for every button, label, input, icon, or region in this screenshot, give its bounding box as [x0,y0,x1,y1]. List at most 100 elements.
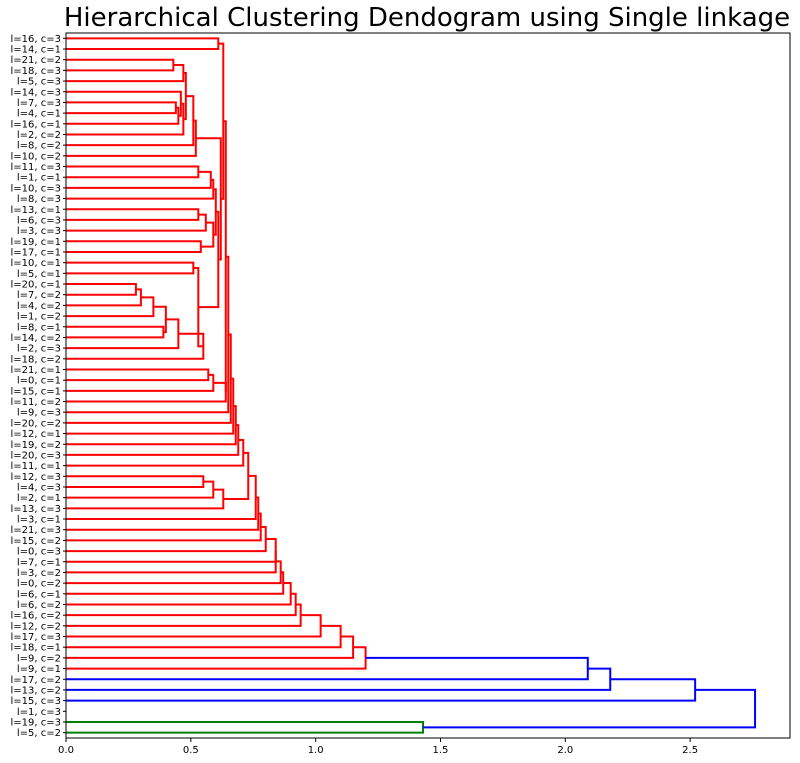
leaf-label: l=19, c=1 [11,237,61,248]
leaf-label: l=6, c=2 [17,600,61,611]
leaf-label: l=9, c=1 [17,664,61,675]
leaf-label: l=12, c=2 [11,621,61,632]
leaf-label: l=15, c=3 [11,696,61,707]
x-tick-label: 0.0 [58,745,74,756]
leaf-label: l=1, c=2 [17,312,61,323]
leaf-label: l=11, c=2 [11,397,61,408]
leaf-label: l=4, c=2 [17,301,61,312]
leaf-label: l=0, c=3 [17,547,61,558]
dendrogram-link [66,424,240,456]
leaf-label: l=9, c=2 [17,653,61,664]
x-tick-label: 1.5 [433,745,449,756]
leaf-label: l=17, c=2 [11,675,61,686]
leaf-label: l=10, c=3 [11,183,61,194]
dendrogram-link [423,688,757,729]
dendrogram-link [66,550,277,574]
leaf-label: l=2, c=3 [17,344,61,355]
x-tick-label: 2.0 [557,745,573,756]
leaf-label: l=13, c=2 [11,685,61,696]
dendrogram-link [66,333,232,424]
x-tick-label: 0.5 [183,745,199,756]
x-tick-label: 1.0 [308,745,324,756]
dendrogram-link [66,377,235,435]
leaf-label: l=14, c=1 [11,45,61,56]
leaf-label: l=0, c=1 [17,376,61,387]
dendrogram-link [66,538,277,563]
dendrogram-link [66,525,267,553]
leaf-label: l=15, c=1 [11,386,61,397]
leaf-label: l=2, c=1 [17,493,61,504]
leaf-label: l=18, c=3 [11,66,61,77]
x-tick-label: 2.5 [682,745,698,756]
dendrogram-link [66,37,220,51]
dendrogram-link [183,72,187,121]
leaf-label: l=20, c=2 [11,418,61,429]
dendrogram-link [66,381,227,403]
leaf-label: l=5, c=2 [17,728,61,739]
dendrogram-link [66,64,185,83]
dendrogram-link [66,635,355,659]
dendrogram-link [66,656,589,681]
leaf-label: l=14, c=2 [11,333,61,344]
leaf-label: l=19, c=2 [11,440,61,451]
dendrogram-link [66,58,175,72]
dendrogram-link [66,208,200,221]
leaf-label: l=13, c=3 [11,504,61,515]
dendrogram-link [66,283,137,296]
dendrogram-link [66,170,212,189]
leaf-label: l=6, c=1 [17,589,61,600]
dendrogram-link [66,480,215,499]
x-axis: 0.0 0.5 1.0 1.5 2.0 2.5 [58,738,698,756]
leaf-label: l=5, c=1 [17,269,61,280]
dendrogram-link [66,119,197,157]
leaf-label: l=7, c=3 [17,98,61,109]
leaf-label: l=18, c=2 [11,354,61,365]
leaf-label: l=9, c=3 [17,408,61,419]
leaf-label: l=16, c=1 [11,119,61,130]
leaf-label: l=13, c=1 [11,205,61,216]
leaf-label: l=1, c=1 [17,173,61,184]
leaf-label: l=19, c=3 [11,717,61,728]
dendrogram-link [66,240,202,253]
leaf-label: l=18, c=1 [11,643,61,654]
dendrogram-link [66,102,185,136]
dendrogram-link [213,188,217,236]
chart-title: Hierarchical Clustering Dendogram using … [64,3,790,33]
leaf-label: l=20, c=1 [11,280,61,291]
dendrogram-link [66,475,205,488]
leaf-label: l=17, c=3 [11,632,61,643]
dendrogram-link [66,678,697,702]
leaf-label: l=14, c=3 [11,87,61,98]
dendrogram-link [66,488,225,510]
leaf-label: l=4, c=1 [17,109,61,120]
leaf-label: l=4, c=3 [17,482,61,493]
dendrogram-link [66,325,165,339]
leaf-label: l=10, c=2 [11,151,61,162]
leaf-label: l=21, c=1 [11,365,61,376]
leaf-label: l=0, c=2 [17,579,61,590]
dendrogram-link [66,373,215,392]
dendrogram-link [66,288,142,307]
leaf-label: l=11, c=3 [11,162,61,173]
leaf-label: l=8, c=1 [17,322,61,333]
dendrogram-link [66,318,180,350]
leaf-label: l=2, c=2 [17,130,61,141]
leaf-label: l=6, c=3 [17,215,61,226]
leaf-label: l=16, c=3 [11,34,61,45]
dendrogram-link [66,90,182,117]
leaf-label: l=5, c=3 [17,77,61,88]
dendrogram-link [66,178,215,200]
leaf-label: l=21, c=2 [11,55,61,66]
leaf-labels: l=16, c=3l=14, c=1l=21, c=2l=18, c=3l=5,… [11,34,66,739]
dendrogram-link [66,667,612,691]
dendrogram-link [66,101,177,115]
dendrogram-link [200,221,215,248]
leaf-label: l=8, c=2 [17,141,61,152]
plot-frame [65,32,791,739]
dendrogram-link [66,296,155,318]
leaf-label: l=11, c=1 [11,461,61,472]
dendrogram-link [66,560,282,585]
dendrogram-link [66,512,262,542]
dendrogram-link [66,165,200,179]
